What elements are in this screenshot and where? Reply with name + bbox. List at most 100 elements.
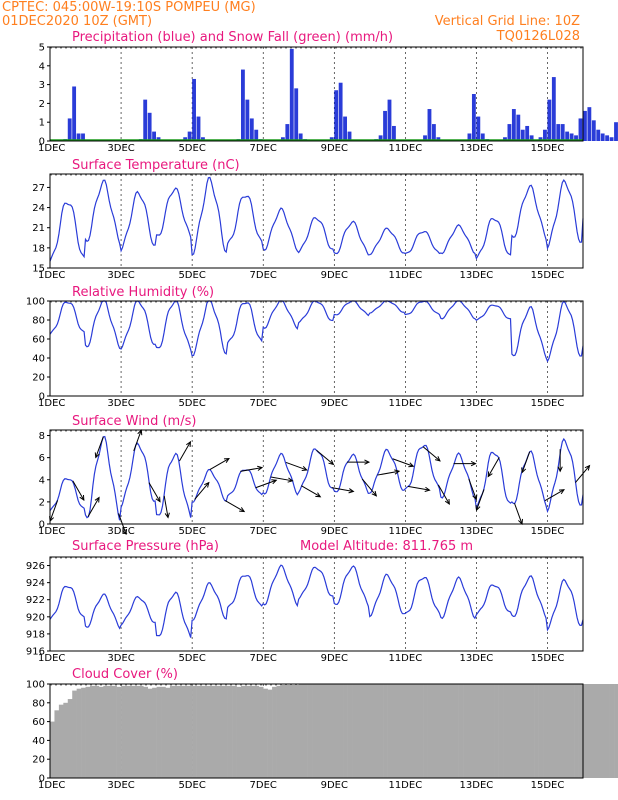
precip-bar: [196, 116, 201, 141]
precip-frame: [49, 46, 584, 142]
precip-bar: [614, 122, 618, 141]
cloud-bar: [298, 684, 304, 778]
wind-arrow: [453, 460, 477, 467]
precip-bar: [596, 129, 601, 141]
rh-ytick-label: 80: [32, 316, 45, 327]
precip-bar: [538, 137, 543, 141]
cloud-bar: [307, 684, 313, 778]
cloud-bar: [205, 685, 211, 778]
temp-xtick-label: 15DEC: [531, 270, 565, 281]
precip-bar: [289, 48, 294, 141]
rh-series-line: [49, 300, 584, 363]
header-model-id: TQ0126L028: [496, 29, 580, 44]
cloud-bar: [516, 684, 522, 778]
wind-arrow: [575, 464, 591, 483]
precip-bar: [183, 137, 188, 141]
pressure-xtick-label: 11DEC: [388, 653, 422, 664]
wind-series-line: [49, 435, 584, 521]
rh-frame: [49, 300, 584, 397]
wind-arrow: [49, 500, 59, 523]
cloud-bar: [538, 684, 544, 778]
rh-panel: 0 20 40 60 80 100 1DEC 3DEC 5DEC 7DEC 9DEC 11DEC 13D…: [26, 297, 584, 409]
precip-bar: [516, 114, 521, 141]
wind-arrow: [163, 495, 170, 519]
cloud-bar: [103, 685, 109, 778]
cloud-bar: [263, 688, 268, 778]
precip-bar: [600, 133, 605, 141]
cloud-bar: [463, 684, 468, 778]
temp-xtick-label: 11DEC: [388, 270, 422, 281]
cloud-bar: [192, 685, 197, 778]
wind-arrow: [331, 487, 355, 494]
wind-arrow: [437, 484, 450, 505]
temp-ytick-label: 27: [32, 183, 45, 194]
cloud-bar: [587, 684, 593, 778]
cloud-bar: [436, 684, 442, 778]
rh-ytick-label: 20: [32, 373, 45, 384]
wind-panel: 0 2 4 6 8 1DEC 3DEC 5DEC 7DEC 9DEC 11DEC 13DEC 15DEC: [38, 429, 591, 537]
wind-ytick-label: 4: [39, 475, 45, 486]
pressure-xtick-label: 13DEC: [460, 653, 494, 664]
cloud-bar: [511, 684, 517, 778]
precip-bar: [280, 137, 285, 141]
precip-xtick-label: 1DEC: [38, 143, 65, 154]
temp-ytick-label: 18: [32, 243, 45, 254]
precip-bar: [329, 137, 334, 141]
pressure-xtick-label: 9DEC: [321, 653, 348, 664]
precip-ytick-label: 4: [39, 61, 45, 72]
precip-bar: [507, 124, 512, 141]
wind-xtick-label: 11DEC: [388, 526, 422, 537]
precip-bar: [436, 137, 441, 141]
precip-bar: [392, 125, 396, 141]
precip-bar: [480, 133, 485, 141]
pressure-xtick-label: 7DEC: [250, 653, 277, 664]
cloud-bar: [543, 684, 548, 778]
cloud-frame: [49, 683, 584, 779]
cloud-bar: [320, 684, 326, 778]
precip-bar: [294, 88, 299, 141]
wind-xtick-label: 3DEC: [107, 526, 134, 537]
wind-arrow: [487, 457, 500, 478]
pressure-xtick-label: 15DEC: [531, 653, 565, 664]
precip-bar: [72, 86, 77, 141]
precip-bar: [423, 135, 427, 141]
cloud-bar: [156, 686, 162, 778]
cloud-bar: [605, 684, 610, 778]
cloud-bar: [218, 685, 224, 778]
cloud-bar: [343, 684, 348, 778]
cloud-xtick-label: 7DEC: [250, 780, 277, 791]
precip-xtick-label: 9DEC: [321, 143, 348, 154]
precip-xtick-label: 11DEC: [388, 143, 422, 154]
precip-bar: [520, 129, 525, 141]
cloud-bar: [161, 686, 166, 778]
cloud-bar: [325, 684, 331, 778]
precip-bar: [547, 99, 552, 141]
header-run-time: 01DEC2020 10Z (GMT): [2, 14, 152, 29]
cloud-bar: [600, 684, 606, 778]
temp-xtick-label: 1DEC: [38, 270, 65, 281]
cloud-bar: [503, 684, 508, 778]
rh-ytick-label: 40: [32, 354, 45, 365]
pressure-panel: 916 918 920 922 924 926 1DEC 3DEC 5DEC 7DEC 9DEC 11…: [26, 556, 584, 664]
cloud-bar: [303, 684, 308, 778]
temp-title: Surface Temperature (nC): [72, 158, 240, 173]
wind-xtick-label: 1DEC: [38, 526, 65, 537]
cloud-xtick-label: 13DEC: [460, 780, 494, 791]
cloud-bar: [254, 685, 260, 778]
precip-bar: [240, 69, 245, 141]
temp-ytick-label: 15: [32, 264, 45, 275]
pressure-xtick-label: 1DEC: [38, 653, 65, 664]
cloud-bar: [223, 685, 228, 778]
precip-bar: [569, 133, 574, 141]
cloud-bar: [574, 684, 579, 778]
cloud-bar: [445, 684, 451, 778]
cloud-bar: [85, 686, 91, 778]
precip-bar: [81, 133, 85, 141]
precip-bar: [298, 133, 303, 141]
rh-xtick-label: 11DEC: [388, 398, 422, 409]
cloud-bar: [294, 684, 300, 778]
precip-bar: [347, 131, 352, 141]
cloud-bar: [405, 684, 411, 778]
cloud-bar: [418, 684, 424, 778]
